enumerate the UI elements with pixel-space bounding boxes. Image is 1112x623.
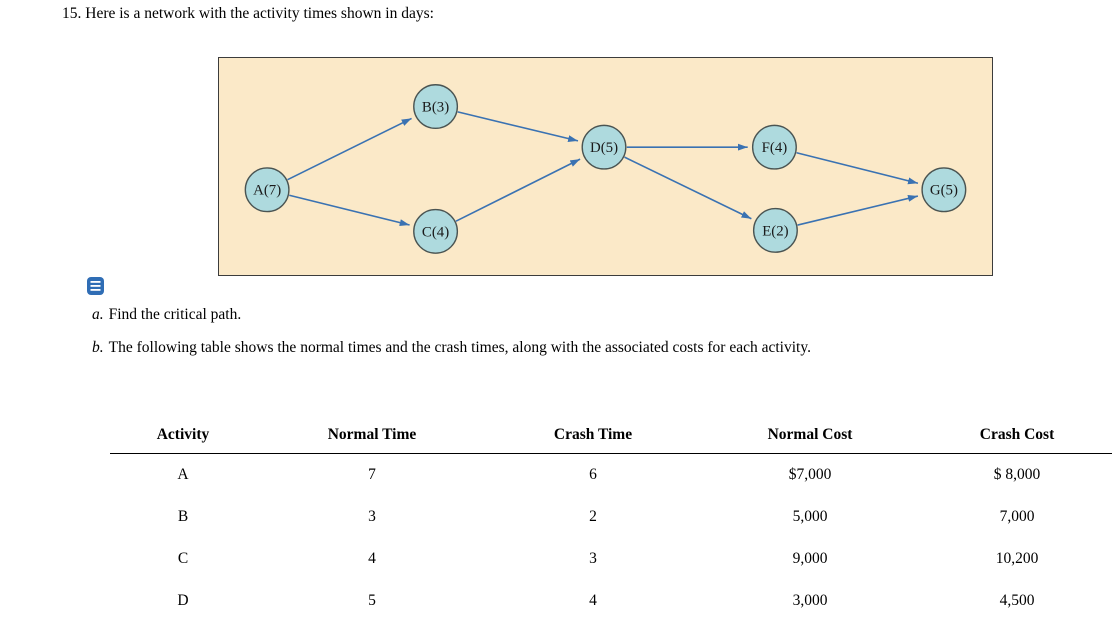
table-cell: $ 8,000 <box>993 466 1041 483</box>
table-row-activity-A: A 7 6 $7,000 $ 8,000 <box>110 454 1112 497</box>
table-row-activity-B: B 3 2 5,000 7,000 <box>110 496 1112 538</box>
part-b-text: The following table shows the normal tim… <box>108 339 811 356</box>
worksheet-document-icon[interactable] <box>86 276 105 296</box>
part-b: b. The following table shows the normal t… <box>92 339 811 357</box>
column-header-crash-time: Crash Time <box>488 417 698 454</box>
edge-E-G <box>797 195 919 226</box>
problem-title: 15. Here is a network with the activity … <box>62 5 434 22</box>
table-cell: 3 <box>368 508 376 525</box>
edge-F-G <box>796 151 919 185</box>
node-label-B: B(3) <box>422 100 449 116</box>
activity-node-B: B(3) <box>413 84 459 130</box>
table-cell: 3,000 <box>792 592 828 609</box>
activity-node-E: E(2) <box>752 207 798 253</box>
table-cell: 4 <box>368 550 376 567</box>
table-cell: 5,000 <box>792 508 828 525</box>
table-cell: $7,000 <box>788 466 832 483</box>
edge-D-E <box>624 156 752 220</box>
table-cell: 9,000 <box>792 550 828 567</box>
table-cell: 6 <box>589 466 597 483</box>
node-label-F: F(4) <box>762 140 788 156</box>
table-cell: C <box>177 550 189 567</box>
edge-B-D <box>457 111 579 142</box>
network-svg: A(7) B(3) C(4) D(5) F(4) E(2) G(5) <box>244 84 967 254</box>
table-row-activity-D: D 5 4 3,000 4,500 <box>110 580 1112 622</box>
edge-A-C <box>289 194 410 226</box>
activity-node-D: D(5) <box>581 124 627 170</box>
part-a-label: a. <box>92 306 104 323</box>
part-a: a. Find the critical path. <box>92 306 241 324</box>
table-header-row: Activity Normal Time Crash Time Normal Cost… <box>110 417 1112 454</box>
column-header-crash-cost: Crash Cost <box>922 417 1112 454</box>
table-cell: 2 <box>589 508 597 525</box>
edge-C-D <box>455 158 581 222</box>
node-label-G: G(5) <box>930 183 958 199</box>
table-cell: 4,500 <box>999 592 1035 609</box>
activity-network-diagram: A(7) B(3) C(4) D(5) F(4) E(2) G(5) <box>218 57 993 276</box>
table-cell: 7,000 <box>999 508 1035 525</box>
table-cell: B <box>177 508 189 525</box>
crash-cost-table: Activity Normal Time Crash Time Normal Cost… <box>110 417 1112 622</box>
table-cell: D <box>177 592 189 609</box>
activity-node-A: A(7) <box>244 167 290 213</box>
node-label-E: E(2) <box>762 223 788 239</box>
part-a-text: Find the critical path. <box>108 306 242 323</box>
table-cell: 10,200 <box>995 550 1039 567</box>
column-header-activity: Activity <box>110 417 256 454</box>
table-cell: A <box>177 466 189 483</box>
edge-A-B <box>287 117 412 181</box>
part-b-label: b. <box>92 339 104 356</box>
node-label-A: A(7) <box>253 183 281 199</box>
table-cell: 3 <box>589 550 597 567</box>
column-header-normal-time: Normal Time <box>256 417 488 454</box>
activity-node-F: F(4) <box>751 124 797 170</box>
activity-node-C: C(4) <box>413 208 459 254</box>
table-cell: 7 <box>368 466 376 483</box>
node-label-D: D(5) <box>590 140 618 156</box>
column-header-normal-cost: Normal Cost <box>698 417 922 454</box>
table-cell: 4 <box>589 592 597 609</box>
table-row-activity-C: C 4 3 9,000 10,200 <box>110 538 1112 580</box>
activity-node-G: G(5) <box>921 167 967 213</box>
table-cell: 5 <box>368 592 376 609</box>
node-label-C: C(4) <box>422 224 449 240</box>
